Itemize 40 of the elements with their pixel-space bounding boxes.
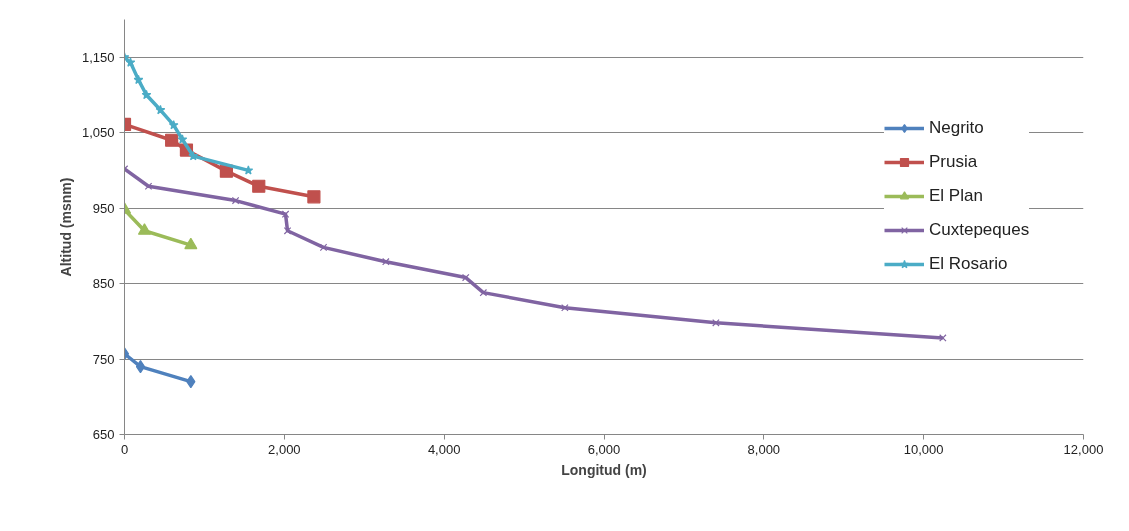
point [141, 89, 152, 100]
point [186, 375, 196, 389]
x-tick-label: 8,000 [747, 441, 781, 457]
point [188, 150, 199, 161]
point [135, 359, 146, 374]
x-tick-label: 6,000 [587, 441, 621, 457]
x-axis-title: Longitud (m) [561, 461, 647, 478]
legend-label: Negrito [929, 118, 984, 138]
point [283, 226, 292, 235]
y-tick-label: 1,050 [81, 125, 115, 141]
y-tick-label: 1,150 [81, 49, 115, 65]
point [252, 179, 266, 193]
point [155, 104, 166, 115]
legend-label: El Plan [929, 186, 983, 206]
point [165, 133, 179, 147]
x-tick-label: 0 [120, 441, 129, 457]
point [168, 120, 179, 130]
point [137, 223, 152, 235]
x-tick-label: 4,000 [427, 441, 461, 457]
point [319, 243, 328, 252]
y-tick-label: 750 [92, 351, 115, 367]
legend-label: Cuxtepeques [929, 220, 1030, 240]
y-tick-label: 850 [92, 276, 115, 292]
x-tick-label: 10,000 [903, 441, 944, 457]
point [125, 57, 136, 67]
point [382, 257, 390, 266]
x-tick-label: 2,000 [268, 441, 301, 457]
point [307, 190, 321, 204]
legend-label: El Rosario [929, 254, 1008, 274]
y-axis-title: Altitud (msnm) [57, 177, 74, 277]
point [133, 74, 144, 85]
point [281, 210, 290, 218]
y-tick-label: 950 [92, 200, 115, 216]
legend-label: Prusia [929, 152, 978, 172]
point [184, 237, 198, 250]
y-tick-label: 650 [92, 427, 115, 442]
point [561, 303, 569, 312]
point [479, 288, 488, 297]
point [177, 134, 188, 144]
x-tick-label: 12,000 [1063, 441, 1104, 457]
